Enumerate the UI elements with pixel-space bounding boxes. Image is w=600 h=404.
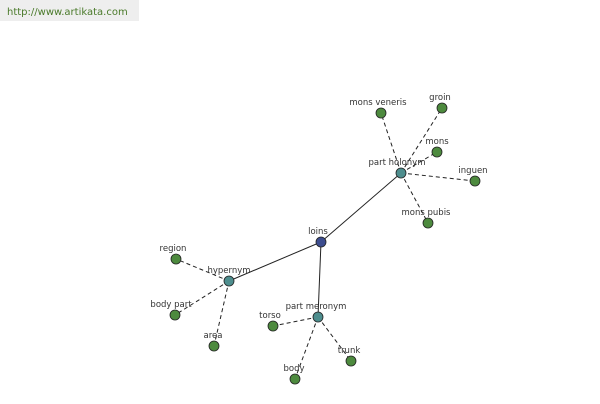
node-label: trunk [338, 346, 361, 356]
node[interactable] [422, 217, 434, 229]
edge [400, 172, 429, 224]
node-label: body part [150, 300, 192, 310]
edge [272, 316, 319, 327]
edge [400, 107, 443, 174]
node-label: area [204, 331, 223, 341]
edge [175, 258, 230, 282]
node[interactable] [395, 167, 407, 179]
node[interactable] [315, 236, 327, 248]
node[interactable] [469, 175, 481, 187]
node-label: body [283, 364, 304, 374]
node[interactable] [169, 309, 181, 321]
header-bar [0, 0, 139, 21]
edge [174, 280, 230, 316]
node[interactable] [345, 355, 357, 367]
edge [380, 112, 402, 174]
node-label: mons veneris [349, 98, 407, 108]
node-label: part holonym [369, 158, 426, 168]
nodes [169, 102, 481, 385]
node[interactable] [436, 102, 448, 114]
node-label: inguen [458, 166, 487, 176]
edge [228, 241, 322, 282]
edge [320, 172, 402, 243]
node[interactable] [208, 340, 220, 352]
node-label: part meronym [286, 302, 347, 312]
edge [317, 316, 352, 362]
node[interactable] [375, 107, 387, 119]
node-label: mons [425, 137, 449, 147]
node-label: groin [429, 93, 451, 103]
header-url[interactable]: http://www.artikata.com [7, 7, 128, 18]
node[interactable] [223, 275, 235, 287]
edge [400, 172, 476, 182]
labels: loins part holonym hypernym part meronym… [150, 93, 487, 374]
node-label: region [160, 244, 187, 254]
node-label: loins [308, 227, 328, 237]
edge [317, 241, 322, 318]
node-label: hypernym [207, 266, 250, 276]
node[interactable] [289, 373, 301, 385]
node-label: mons pubis [402, 208, 452, 218]
node-label: torso [259, 311, 281, 321]
node[interactable] [267, 320, 279, 332]
node[interactable] [312, 311, 324, 323]
node[interactable] [431, 146, 443, 158]
edges [174, 107, 476, 380]
node[interactable] [170, 253, 182, 265]
